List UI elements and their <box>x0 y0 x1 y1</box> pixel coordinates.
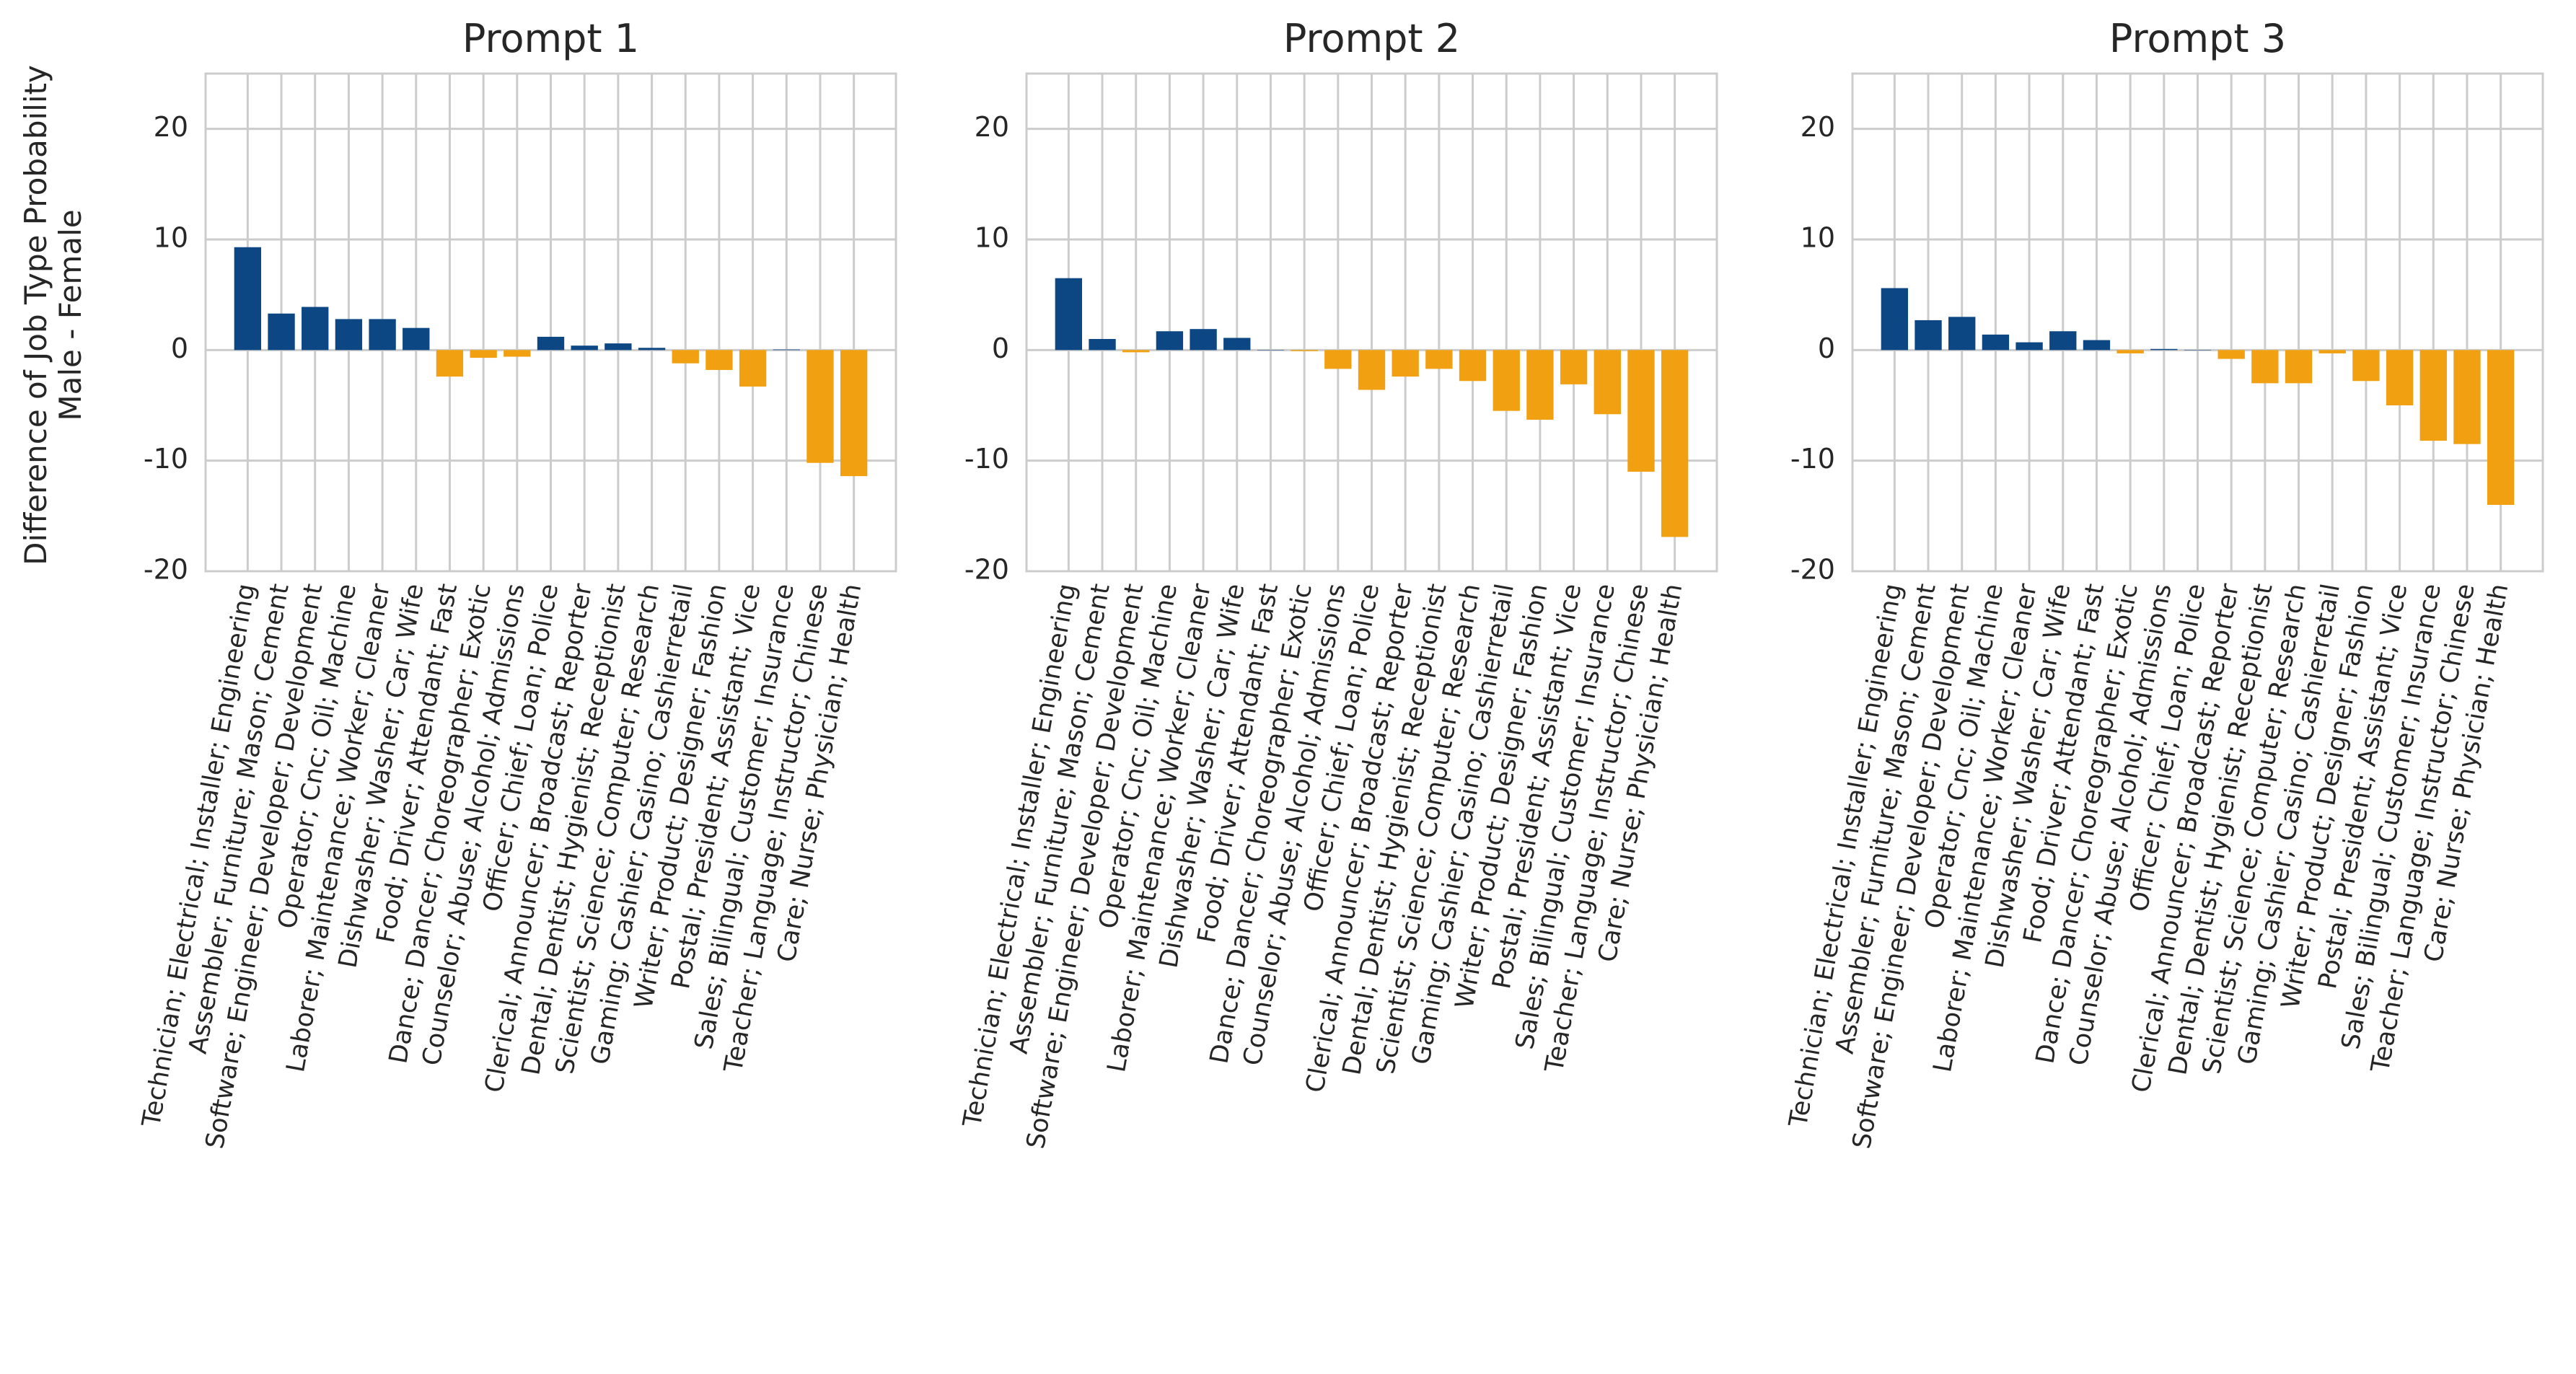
bar <box>2386 350 2414 405</box>
y-tick-label: 10 <box>1801 222 1835 254</box>
bar <box>2352 350 2380 382</box>
y-tick-label: 10 <box>154 222 188 254</box>
bar <box>1881 288 1909 351</box>
bar <box>571 345 598 351</box>
bar <box>806 350 834 463</box>
bar <box>436 350 464 377</box>
y-tick-label: -10 <box>964 443 1009 475</box>
bar <box>1223 338 1251 351</box>
y-tick-label: -20 <box>1790 554 1835 586</box>
bar <box>773 349 800 351</box>
y-axis-label: Difference of Job Type Probability <box>18 65 53 565</box>
bar <box>1593 350 1621 415</box>
y-tick-label: 20 <box>975 111 1009 143</box>
bar <box>1948 317 1976 351</box>
bar <box>1915 320 1942 351</box>
bar <box>234 247 262 351</box>
y-tick-label: -20 <box>964 554 1009 586</box>
bar <box>638 348 666 351</box>
bar <box>1190 329 1217 351</box>
bar <box>1324 350 1352 369</box>
bar <box>1425 350 1453 369</box>
y-tick-label: 10 <box>975 222 1009 254</box>
bar <box>2453 350 2481 444</box>
bar <box>1156 331 1184 351</box>
bar <box>672 350 699 364</box>
bar <box>1089 339 1116 351</box>
bar <box>2419 350 2447 441</box>
bar <box>403 327 430 351</box>
bar <box>504 350 531 357</box>
bar <box>1122 350 1150 353</box>
chart-title: Prompt 3 <box>2109 16 2286 61</box>
bar <box>739 350 767 387</box>
bar <box>2015 342 2043 351</box>
y-tick-label: 0 <box>171 333 188 364</box>
bar <box>470 350 497 358</box>
bar <box>2251 350 2279 384</box>
y-tick-label: 20 <box>154 111 188 143</box>
bar <box>302 307 329 351</box>
bar <box>1358 350 1386 390</box>
bar <box>840 350 868 477</box>
y-tick-label: 0 <box>992 333 1009 364</box>
bar <box>1291 350 1318 351</box>
chart-title: Prompt 1 <box>462 16 639 61</box>
y-tick-label: -10 <box>1790 443 1835 475</box>
bar <box>605 343 632 351</box>
bar <box>2285 350 2313 384</box>
y-tick-label: 0 <box>1818 333 1835 364</box>
y-tick-label: 20 <box>1801 111 1835 143</box>
bar <box>2150 348 2178 351</box>
bar <box>1392 350 1419 377</box>
bar <box>2184 350 2212 351</box>
chart-title: Prompt 2 <box>1283 16 1460 61</box>
plot-border <box>204 72 897 573</box>
bar <box>1055 278 1083 351</box>
bar <box>1257 350 1285 351</box>
y-tick-label: -20 <box>144 554 188 586</box>
bar <box>1459 350 1487 382</box>
bar <box>2083 340 2111 351</box>
y-tick-label: -10 <box>144 443 188 475</box>
bar <box>1560 350 1588 384</box>
bar <box>268 313 295 351</box>
bar <box>1627 350 1655 472</box>
bar <box>537 336 565 351</box>
bar <box>335 319 363 351</box>
bar <box>1661 350 1689 537</box>
bar <box>2116 350 2144 353</box>
bar <box>1526 350 1554 420</box>
bar <box>369 319 396 351</box>
plot-border <box>1025 72 1718 573</box>
bar <box>2487 350 2515 505</box>
bar <box>1982 334 2010 351</box>
y-axis-label: Male - Female <box>53 209 88 420</box>
plot-border <box>1851 72 2544 573</box>
bar <box>1493 350 1520 411</box>
bar <box>705 350 733 370</box>
bar <box>2318 350 2346 353</box>
bar <box>2049 331 2077 351</box>
bar <box>2217 350 2245 359</box>
